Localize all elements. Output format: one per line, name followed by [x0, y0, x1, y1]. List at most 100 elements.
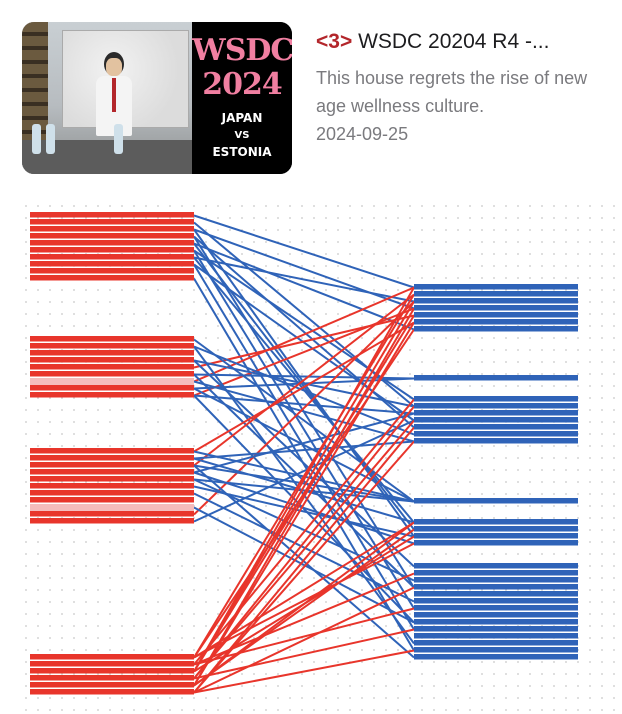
right-row-bar	[414, 291, 578, 297]
chart-link	[193, 542, 415, 659]
left-row-bar	[30, 378, 194, 389]
chart-link	[193, 359, 415, 408]
right-row-bar	[414, 305, 578, 311]
left-row-bar	[30, 226, 194, 232]
chart-link	[193, 373, 415, 380]
chart-link	[193, 457, 415, 524]
chart-link	[193, 649, 415, 694]
video-card[interactable]: WSDC 2024 JAPAN VS ESTONIA <3> WSDC 2020…	[0, 0, 622, 190]
left-row-bar	[30, 654, 194, 660]
right-row-bar	[414, 591, 578, 597]
left-row-bar	[30, 483, 194, 489]
left-row-bar	[30, 392, 194, 398]
left-row-bar	[30, 689, 194, 695]
right-row-bar	[414, 312, 578, 318]
left-row-bar	[30, 268, 194, 274]
right-row-bar	[414, 403, 578, 409]
chart-link	[193, 405, 415, 680]
left-row-bar	[30, 350, 194, 356]
left-row-bar	[30, 371, 194, 377]
video-thumbnail[interactable]: WSDC 2024 JAPAN VS ESTONIA	[22, 22, 292, 174]
left-row-bar	[30, 343, 194, 349]
left-row-bar	[30, 261, 194, 267]
thumbnail-title-panel: WSDC 2024 JAPAN VS ESTONIA	[192, 22, 292, 174]
chart-link	[193, 528, 415, 687]
left-row-bar	[30, 675, 194, 681]
right-row-bar	[414, 626, 578, 632]
left-row-bar	[30, 490, 194, 496]
left-row-bar	[30, 511, 194, 517]
chart-link	[193, 492, 415, 603]
video-title[interactable]: <3> WSDC 20204 R4 -...	[316, 28, 612, 56]
chart-link	[193, 256, 415, 303]
chart-link	[193, 572, 415, 666]
left-row-bar	[30, 357, 194, 363]
right-row-bar	[414, 326, 578, 332]
right-row-bar	[414, 498, 578, 504]
chart-link	[193, 380, 415, 443]
right-row-bar	[414, 533, 578, 539]
video-description: This house regrets the rise of new age w…	[316, 68, 588, 116]
right-row-bar	[414, 431, 578, 437]
right-row-bar	[414, 526, 578, 532]
left-row-bar	[30, 275, 194, 281]
thumbnail-photo	[22, 22, 192, 174]
right-row-bar	[414, 612, 578, 618]
right-row-bar	[414, 584, 578, 590]
chart-link	[193, 412, 415, 474]
chart-link	[193, 521, 415, 659]
chart-links	[193, 214, 415, 694]
right-row-bar	[414, 647, 578, 653]
chart-link	[193, 338, 415, 503]
chart-link	[193, 293, 415, 659]
right-row-bar	[414, 519, 578, 525]
right-row-bar	[414, 438, 578, 444]
right-row-bar	[414, 540, 578, 546]
right-row-bar	[414, 619, 578, 625]
right-row-bar	[414, 570, 578, 576]
right-row-bar	[414, 417, 578, 423]
video-date: 2024-09-25	[316, 124, 409, 144]
right-row-bar	[414, 319, 578, 325]
left-row-bar	[30, 247, 194, 253]
right-row-bar	[414, 396, 578, 402]
right-row-bar	[414, 410, 578, 416]
chart-link	[193, 506, 415, 624]
right-row-bar	[414, 640, 578, 646]
left-row-bar	[30, 385, 194, 391]
chart-link	[193, 464, 415, 503]
chart-link	[193, 321, 415, 687]
chart-link	[193, 394, 415, 415]
chart-link	[193, 214, 415, 289]
chart-link	[193, 607, 415, 666]
right-row-bar	[414, 633, 578, 639]
chart-link	[193, 398, 415, 666]
right-row-bar	[414, 563, 578, 569]
chart-link	[193, 485, 415, 538]
thumbnail-line-4: VS	[234, 130, 250, 141]
chart-link	[193, 307, 415, 687]
right-row-bar	[414, 284, 578, 290]
left-row-bar	[30, 219, 194, 225]
chart-link	[193, 242, 415, 331]
thumbnail-line-5: ESTONIA	[212, 145, 272, 159]
thumbnail-line-1: WSDC	[192, 33, 292, 68]
left-row-bar	[30, 661, 194, 667]
left-row-bar	[30, 254, 194, 260]
right-row-bar	[414, 298, 578, 304]
video-info: <3> WSDC 20204 R4 -... This house regret…	[316, 28, 612, 148]
chart-link	[193, 300, 415, 516]
video-title-text: WSDC 20204 R4 -...	[358, 30, 550, 53]
left-row-bar	[30, 448, 194, 454]
right-row-bar	[414, 424, 578, 430]
left-row-bar	[30, 455, 194, 461]
chart-link	[193, 419, 415, 523]
right-row-bar	[414, 577, 578, 583]
left-row-bar	[30, 518, 194, 524]
thumbnail-line-2: 2024	[202, 67, 283, 102]
chart-link	[193, 478, 415, 582]
chart-link	[193, 586, 415, 694]
left-row-bar	[30, 668, 194, 674]
chart-link	[193, 263, 415, 631]
right-row-bar	[414, 605, 578, 611]
